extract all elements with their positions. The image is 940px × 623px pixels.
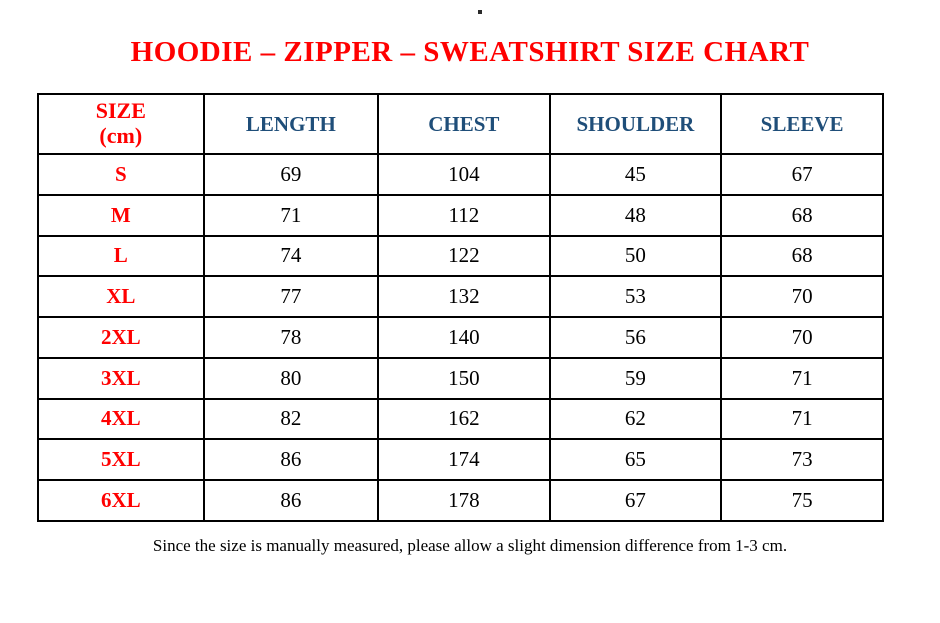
column-header-size: SIZE (cm) (37, 93, 205, 155)
shoulder-value: 56 (548, 316, 723, 359)
size-label: 2XL (37, 316, 205, 359)
table-row: S 69 104 45 67 (37, 153, 884, 196)
size-label: M (37, 193, 205, 237)
shoulder-value: 67 (548, 479, 723, 522)
column-header-length: LENGTH (202, 93, 380, 155)
size-label: 6XL (37, 479, 205, 522)
table-row: M 71 112 48 68 (37, 193, 884, 237)
size-label: 5XL (37, 438, 205, 482)
shoulder-value: 65 (548, 438, 723, 482)
length-value: 82 (202, 397, 380, 441)
chest-value: 150 (377, 356, 551, 400)
column-header-sleeve: SLEEVE (720, 93, 884, 155)
size-chart-table: SIZE (cm) LENGTH CHEST SHOULDER SLEEVE S… (37, 93, 884, 522)
sleeve-value: 70 (720, 275, 884, 319)
chest-value: 162 (377, 397, 551, 441)
chest-value: 140 (377, 316, 551, 359)
shoulder-value: 48 (548, 193, 723, 237)
chest-value: 104 (377, 153, 551, 196)
length-value: 69 (202, 153, 380, 196)
chest-value: 112 (377, 193, 551, 237)
measurement-disclaimer: Since the size is manually measured, ple… (152, 536, 788, 555)
size-header-line1: SIZE (95, 98, 146, 124)
shoulder-value: 50 (548, 234, 723, 278)
table-row: 3XL 80 150 59 71 (37, 356, 884, 400)
size-label: S (37, 153, 205, 196)
shoulder-value: 59 (548, 356, 723, 400)
sleeve-value: 68 (720, 234, 884, 278)
size-label: 3XL (37, 356, 205, 400)
length-value: 86 (202, 438, 380, 482)
chest-value: 122 (377, 234, 551, 278)
shoulder-value: 53 (548, 275, 723, 319)
length-value: 74 (202, 234, 380, 278)
table-row: 5XL 86 174 65 73 (37, 438, 884, 482)
size-header-line2: (cm) (99, 123, 143, 148)
header-row: SIZE (cm) LENGTH CHEST SHOULDER SLEEVE (37, 93, 884, 155)
sleeve-value: 71 (720, 397, 884, 441)
sleeve-value: 73 (720, 438, 884, 482)
size-label: 4XL (37, 397, 205, 441)
column-header-chest: CHEST (377, 93, 551, 155)
sleeve-value: 68 (720, 193, 884, 237)
chest-value: 132 (377, 275, 551, 319)
chest-value: 174 (377, 438, 551, 482)
table-row: 4XL 82 162 62 71 (37, 397, 884, 441)
chest-value: 178 (377, 479, 551, 522)
sleeve-value: 70 (720, 316, 884, 359)
shoulder-value: 62 (548, 397, 723, 441)
page-title: HOODIE – ZIPPER – SWEATSHIRT SIZE CHART (130, 36, 810, 68)
table-row: XL 77 132 53 70 (37, 275, 884, 319)
length-value: 80 (202, 356, 380, 400)
shoulder-value: 45 (548, 153, 723, 196)
sleeve-value: 75 (720, 479, 884, 522)
table-row: L 74 122 50 68 (37, 234, 884, 278)
table-row: 2XL 78 140 56 70 (37, 316, 884, 359)
size-label: L (37, 234, 205, 278)
table-row: 6XL 86 178 67 75 (37, 479, 884, 522)
length-value: 77 (202, 275, 380, 319)
sleeve-value: 71 (720, 356, 884, 400)
top-dot-artifact (478, 10, 482, 14)
column-header-shoulder: SHOULDER (548, 93, 723, 155)
size-label: XL (37, 275, 205, 319)
sleeve-value: 67 (720, 153, 884, 196)
length-value: 86 (202, 479, 380, 522)
length-value: 71 (202, 193, 380, 237)
length-value: 78 (202, 316, 380, 359)
